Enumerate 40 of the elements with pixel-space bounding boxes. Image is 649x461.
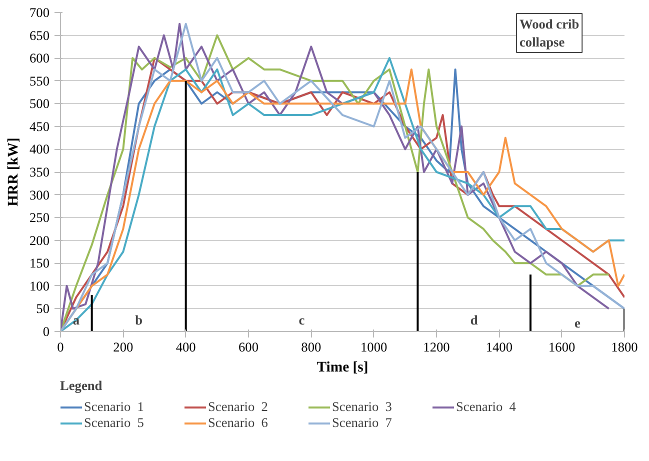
x-tick-label: 600 bbox=[238, 340, 259, 354]
x-tick-label: 1800 bbox=[611, 340, 638, 354]
legend-label: Scenario 1 bbox=[84, 399, 145, 415]
legend-title: Legend bbox=[60, 378, 104, 394]
y-tick-label: 300 bbox=[30, 187, 50, 202]
legend-label: Scenario 7 bbox=[332, 415, 393, 431]
y-tick-label: 50 bbox=[36, 301, 50, 316]
annotation: e bbox=[574, 316, 581, 330]
y-axis-title: HRR [kW] bbox=[6, 138, 22, 206]
legend-label: Scenario 4 bbox=[456, 399, 517, 415]
y-tick-label: 450 bbox=[30, 118, 50, 134]
x-tick-label: 400 bbox=[176, 340, 196, 354]
legend-label: Scenario 3 bbox=[332, 399, 393, 415]
x-tick-label: 1400 bbox=[486, 340, 513, 354]
legend-label: Scenario 2 bbox=[208, 399, 269, 415]
annotation: d bbox=[470, 312, 478, 328]
x-tick-label: 800 bbox=[301, 340, 322, 354]
annotation: Wood crib collapse bbox=[520, 16, 580, 50]
y-tick-label: 0 bbox=[42, 324, 50, 339]
y-tick-label: 250 bbox=[30, 210, 50, 226]
y-tick-label: 200 bbox=[30, 232, 50, 248]
x-tick-label: 0 bbox=[57, 340, 64, 354]
y-tick-label: 550 bbox=[30, 73, 50, 88]
legend-label: Scenario 6 bbox=[208, 415, 269, 431]
annotation: b bbox=[135, 312, 143, 328]
x-tick-label: 1200 bbox=[423, 340, 450, 354]
y-tick-label: 500 bbox=[30, 96, 50, 112]
y-tick-label: 600 bbox=[30, 50, 50, 66]
y-tick-label: 650 bbox=[30, 28, 50, 43]
legend-label: Scenario 5 bbox=[84, 415, 145, 431]
y-tick-label: 100 bbox=[30, 278, 50, 294]
y-tick-label: 350 bbox=[30, 164, 50, 180]
y-tick-label: 150 bbox=[30, 256, 50, 271]
x-axis-title: Time [s] bbox=[316, 360, 368, 376]
x-tick-label: 200 bbox=[113, 340, 134, 354]
y-tick-label: 700 bbox=[30, 5, 50, 20]
y-tick-label: 400 bbox=[30, 142, 50, 157]
annotation: c bbox=[298, 312, 305, 328]
x-tick-label: 1600 bbox=[548, 340, 576, 354]
x-tick-label: 1000 bbox=[360, 340, 388, 354]
